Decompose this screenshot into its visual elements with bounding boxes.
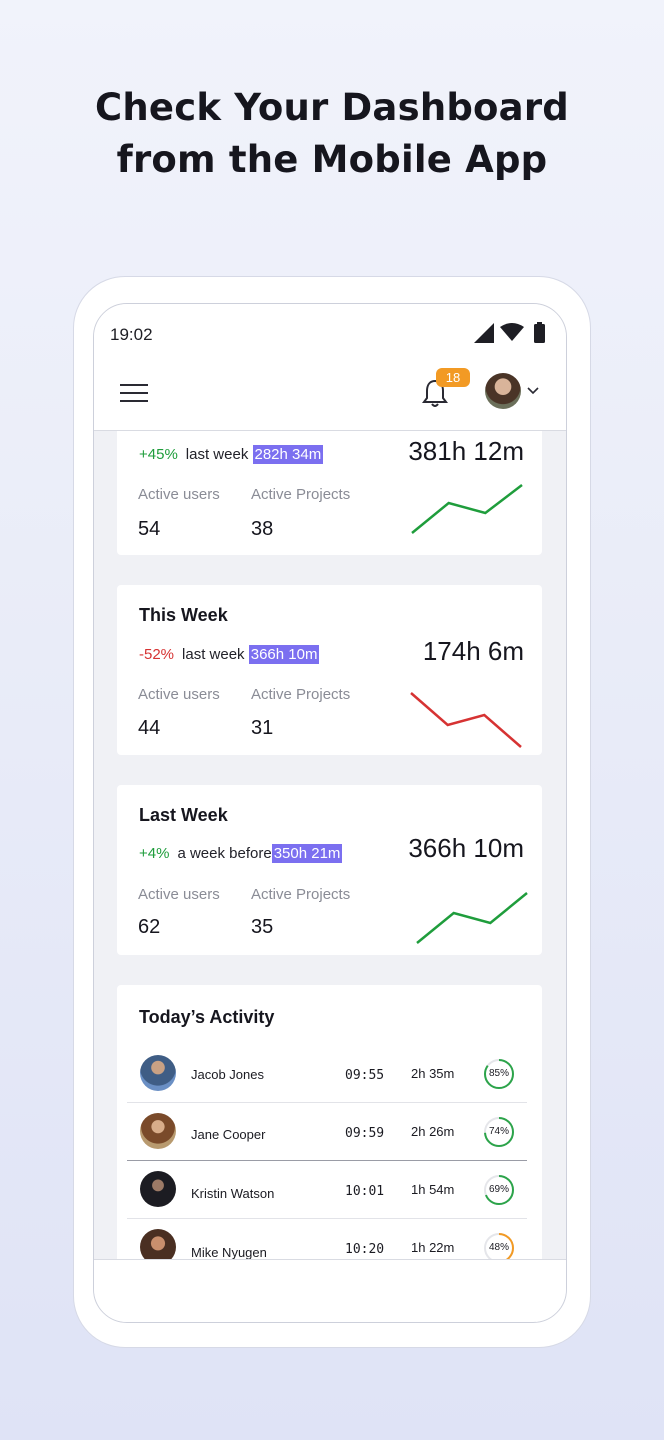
row-divider [127, 1160, 527, 1161]
active-users-value: 54 [138, 518, 161, 540]
change-percent: -52% [139, 646, 175, 663]
compare-label: last week [182, 646, 245, 663]
trend-row: +4% a week before 350h 21m [139, 844, 343, 863]
progress-ring [484, 1233, 514, 1259]
compare-label: a week before [177, 845, 272, 862]
start-time: 09:55 [345, 1068, 385, 1083]
active-users-label: Active users [138, 886, 220, 903]
activity-row[interactable]: Kristin Watson 10:01 1h 54m 69% [127, 1161, 527, 1219]
progress-percent: 69% [488, 1184, 509, 1195]
headline: Check Your Dashboard from the Mobile App [0, 82, 664, 186]
total-hours: 381h 12m [408, 436, 524, 466]
active-users-value: 44 [138, 717, 161, 739]
change-percent: +45% [139, 446, 178, 463]
activity-row[interactable]: Jane Cooper 09:59 2h 26m 74% [127, 1103, 527, 1161]
battery-icon [534, 324, 545, 343]
user-avatar[interactable] [485, 373, 521, 409]
duration: 1h 22m [411, 1240, 455, 1255]
status-icons [474, 322, 545, 343]
start-time: 10:01 [345, 1184, 385, 1199]
app-bar: 18 [94, 364, 566, 431]
headline-line-1: Check Your Dashboard [95, 86, 569, 129]
member-name: Jacob Jones [191, 1067, 264, 1082]
change-percent: +4% [139, 845, 170, 862]
stats-card-last-week[interactable]: Last Week +4% a week before 350h 21m 366h … [117, 785, 542, 955]
progress-ring [484, 1059, 514, 1089]
activity-row[interactable]: Jacob Jones 09:55 2h 35m 85% [127, 1045, 527, 1103]
row-divider [127, 1218, 527, 1219]
active-projects-value: 38 [251, 518, 274, 540]
activity-title: Today’s Activity [139, 1007, 275, 1027]
member-name: Jane Cooper [191, 1127, 266, 1142]
active-users-value: 62 [138, 916, 161, 938]
activity-row[interactable]: Mike Nyugen 10:20 1h 22m 48% [127, 1219, 527, 1259]
total-hours: 366h 10m [408, 833, 524, 863]
status-bar: 19:02 [94, 304, 566, 364]
trend-sparkline [410, 692, 522, 748]
compare-label: last week [185, 446, 249, 463]
progress-percent: 74% [488, 1126, 509, 1137]
card-title: This Week [139, 605, 228, 625]
active-users-label: Active users [138, 686, 220, 703]
notification-badge: 18 [436, 368, 470, 387]
active-users-label: Active users [138, 486, 220, 503]
bottom-bar [94, 1259, 566, 1322]
phone-screen: 19:02 18 +45% last week 282h 34m 381h 12m [93, 303, 567, 1323]
hamburger-menu-icon[interactable] [120, 380, 148, 404]
member-name: Kristin Watson [191, 1186, 275, 1201]
headline-line-2: from the Mobile App [116, 138, 548, 181]
progress-ring [484, 1117, 514, 1147]
start-time: 10:20 [345, 1242, 385, 1257]
trend-sparkline [411, 484, 523, 534]
duration: 1h 54m [411, 1182, 455, 1197]
compare-value: 282h 34m [252, 445, 324, 464]
signal-icon [474, 323, 494, 343]
active-projects-value: 35 [251, 916, 274, 938]
active-projects-label: Active Projects [251, 686, 351, 703]
card-title: Last Week [139, 805, 228, 825]
progress-percent: 48% [488, 1242, 509, 1253]
progress-percent: 85% [488, 1068, 509, 1079]
duration: 2h 26m [411, 1124, 455, 1139]
progress-ring [484, 1175, 514, 1205]
stats-card-previous[interactable]: +45% last week 282h 34m 381h 12m Active u… [117, 431, 542, 555]
active-projects-value: 31 [251, 717, 274, 739]
wifi-icon [500, 323, 524, 341]
active-projects-label: Active Projects [251, 486, 351, 503]
compare-value: 350h 21m [271, 844, 343, 863]
trend-sparkline [416, 892, 528, 944]
trend-row: +45% last week 282h 34m [139, 445, 324, 464]
chevron-down-icon[interactable] [526, 386, 540, 396]
duration: 2h 35m [411, 1066, 455, 1081]
todays-activity-card: Today’s Activity Jacob Jones 09:55 2h 35… [117, 985, 542, 1259]
dashboard-content: +45% last week 282h 34m 381h 12m Active u… [94, 431, 566, 1259]
start-time: 09:59 [345, 1126, 385, 1141]
total-hours: 174h 6m [422, 636, 524, 666]
row-divider [127, 1102, 527, 1103]
status-time: 19:02 [110, 325, 153, 344]
trend-row: -52% last week 366h 10m [139, 645, 320, 664]
compare-value: 366h 10m [248, 645, 320, 664]
member-name: Mike Nyugen [191, 1245, 267, 1259]
active-projects-label: Active Projects [251, 886, 351, 903]
avatar [140, 1171, 176, 1207]
avatar [140, 1055, 176, 1091]
avatar [140, 1113, 176, 1149]
stats-card-this-week[interactable]: This Week -52% last week 366h 10m 174h 6m… [117, 585, 542, 755]
avatar [140, 1229, 176, 1259]
